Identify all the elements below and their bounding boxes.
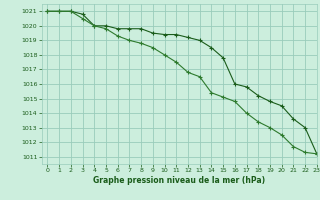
X-axis label: Graphe pression niveau de la mer (hPa): Graphe pression niveau de la mer (hPa) [93, 176, 265, 185]
